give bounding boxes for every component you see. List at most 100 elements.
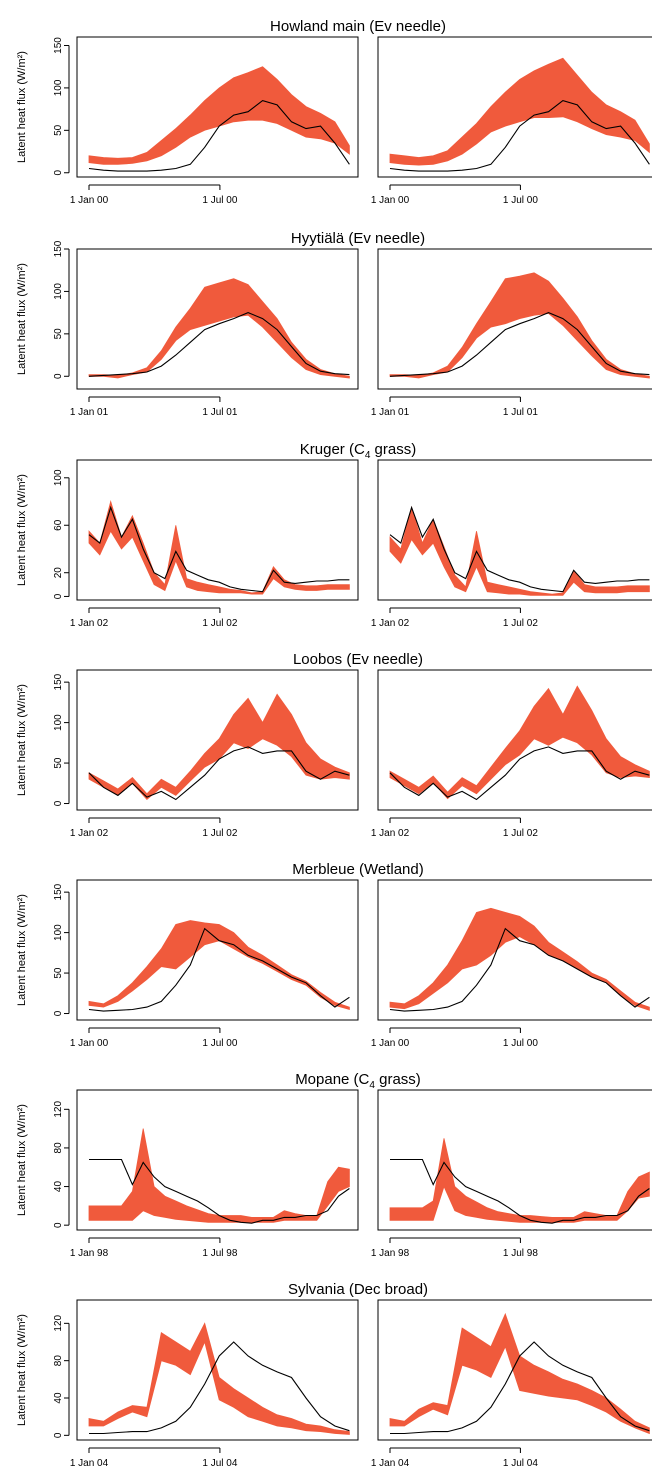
y-tick-label: 0 [53, 1010, 64, 1016]
y-tick-label: 20 [53, 567, 64, 579]
x-tick-label: 1 Jul 98 [202, 1248, 237, 1259]
chart-row: Mopane (C4 grass) Latent heat flux (W/m²)… [16, 1071, 652, 1259]
x-tick-label: 1 Jan 02 [371, 828, 410, 839]
x-tick-label: 1 Jul 00 [202, 1038, 237, 1049]
chart-title: Sylvania (Dec broad) [288, 1281, 428, 1298]
x-tick-label: 1 Jul 01 [503, 407, 538, 418]
y-tick-label: 50 [53, 328, 64, 340]
y-tick-label: 60 [53, 519, 64, 531]
chart-row: Howland main (Ev needle) Latent heat flux… [16, 18, 652, 206]
y-tick-label: 100 [53, 283, 64, 300]
plot-frame [76, 459, 359, 601]
plot-frame [377, 248, 652, 390]
chart-row: Merbleue (Wetland) Latent heat flux (W/m²… [16, 861, 652, 1049]
chart-title: Howland main (Ev needle) [270, 18, 446, 35]
x-tick-label: 1 Jan 04 [371, 1458, 410, 1469]
y-tick-label: 120 [53, 1315, 64, 1332]
y-tick-label: 40 [53, 1181, 64, 1193]
y-tick-label: 0 [53, 800, 64, 806]
model-band [88, 66, 350, 165]
model-band [88, 500, 350, 595]
x-tick-label: 1 Jan 00 [371, 195, 410, 206]
x-tick-label: 1 Jan 98 [70, 1248, 109, 1259]
chart-title: Hyytiälä (Ev needle) [291, 230, 425, 247]
x-tick-label: 1 Jul 02 [503, 828, 538, 839]
y-tick-label: 50 [53, 757, 64, 769]
x-tick-label: 1 Jan 01 [70, 407, 109, 418]
y-tick-label: 0 [53, 1222, 64, 1228]
model-band [389, 57, 650, 166]
x-tick-label: 1 Jan 02 [70, 828, 109, 839]
y-axis-label: Latent heat flux (W/m²) [16, 1314, 28, 1426]
y-tick-label: 120 [53, 1101, 64, 1118]
chart-row: Sylvania (Dec broad) Latent heat flux (W/… [16, 1281, 652, 1469]
observed-line [88, 746, 350, 801]
y-tick-label: 0 [53, 373, 64, 379]
y-tick-label: 100 [53, 714, 64, 731]
model-band [389, 1312, 650, 1435]
y-axis-label: Latent heat flux (W/m²) [16, 474, 28, 586]
y-axis-label: Latent heat flux (W/m²) [16, 894, 28, 1006]
y-tick-label: 50 [53, 967, 64, 979]
observed-line [389, 312, 650, 377]
plot-frame [76, 1299, 359, 1441]
plot-frame [377, 669, 652, 811]
chart-row: Kruger (C4 grass) Latent heat flux (W/m²)… [16, 441, 652, 629]
panel: 1 Jan 98 1 Jul 98 [70, 1089, 359, 1259]
plot-frame [377, 1299, 652, 1441]
chart-row: Loobos (Ev needle) Latent heat flux (W/m²… [16, 651, 652, 839]
observed-line [389, 99, 650, 172]
panel: 1 Jan 01 1 Jul 01 [371, 248, 652, 418]
x-tick-label: 1 Jul 00 [503, 1038, 538, 1049]
observed-line [390, 1158, 650, 1224]
model-band [389, 506, 650, 596]
panel: 1 Jan 04 1 Jul 04 [371, 1299, 652, 1469]
model-band [88, 1128, 350, 1223]
observed-line [89, 1341, 350, 1435]
y-axis-label: Latent heat flux (W/m²) [16, 1104, 28, 1216]
observed-line [390, 1341, 650, 1435]
plot-frame [76, 36, 359, 178]
chart-title: Mopane (C4 grass) [295, 1071, 421, 1091]
y-axis-label: Latent heat flux (W/m²) [16, 684, 28, 796]
y-tick-label: 40 [53, 1392, 64, 1404]
model-band [88, 1322, 350, 1435]
y-tick-label: 0 [53, 170, 64, 176]
x-tick-label: 1 Jul 98 [503, 1248, 538, 1259]
y-axis-label: Latent heat flux (W/m²) [16, 263, 28, 375]
y-tick-label: 100 [53, 469, 64, 486]
panel: 1 Jan 04 1 Jul 04 [70, 1299, 359, 1469]
panel: 1 Jan 02 1 Jul 02 [70, 459, 359, 629]
x-tick-label: 1 Jul 02 [503, 618, 538, 629]
plot-frame [76, 879, 359, 1021]
plot-frame [76, 669, 359, 811]
panel: 1 Jan 00 1 Jul 00 [371, 879, 652, 1049]
panel: 1 Jan 02 1 Jul 02 [371, 669, 652, 839]
y-tick-label: 0 [53, 1432, 64, 1438]
x-tick-label: 1 Jan 01 [371, 407, 410, 418]
y-axis-label: Latent heat flux (W/m²) [16, 51, 28, 163]
y-tick-label: 150 [53, 673, 64, 690]
panel: 1 Jan 02 1 Jul 02 [70, 669, 359, 839]
x-tick-label: 1 Jul 02 [202, 618, 237, 629]
plot-frame [76, 248, 359, 390]
x-tick-label: 1 Jul 02 [202, 828, 237, 839]
x-tick-label: 1 Jul 04 [503, 1458, 538, 1469]
panel: 1 Jan 00 1 Jul 00 [70, 36, 359, 206]
y-tick-label: 150 [53, 37, 64, 54]
x-tick-label: 1 Jul 04 [202, 1458, 237, 1469]
x-tick-label: 1 Jan 98 [371, 1248, 410, 1259]
panel: 1 Jan 98 1 Jul 98 [371, 1089, 652, 1259]
plot-frame [377, 459, 652, 601]
y-tick-label: 80 [53, 1142, 64, 1154]
chart-title: Kruger (C4 grass) [300, 441, 416, 461]
y-tick-label: 150 [53, 883, 64, 900]
x-tick-label: 1 Jan 00 [371, 1038, 410, 1049]
model-band [389, 1138, 650, 1223]
panel: 1 Jan 01 1 Jul 01 [70, 248, 359, 418]
model-band [88, 693, 350, 801]
y-tick-label: 0 [53, 593, 64, 599]
observed-line [88, 927, 350, 1012]
x-tick-label: 1 Jan 04 [70, 1458, 109, 1469]
